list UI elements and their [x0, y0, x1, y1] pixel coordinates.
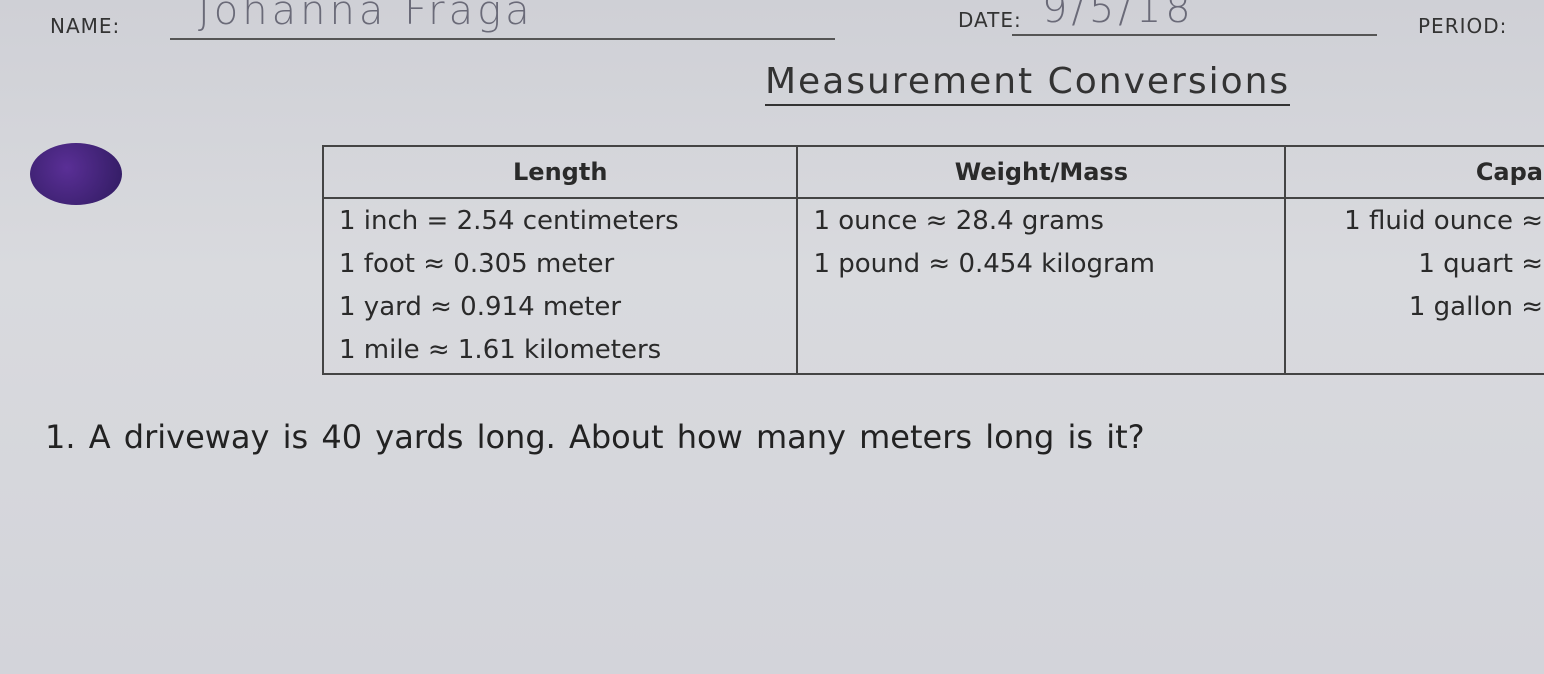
- page-title: Measurement Conversions: [765, 62, 1291, 106]
- date-label: DATE:: [958, 8, 1022, 32]
- period-label: PERIOD:: [1418, 14, 1508, 38]
- capacity-row: 1 fluid ounce ≈: [1344, 206, 1543, 236]
- length-row: 1 mile ≈ 1.61 kilometers: [339, 335, 662, 365]
- weight-cell: 1 ounce ≈ 28.4 grams 1 pound ≈ 0.454 kil…: [796, 197, 1287, 375]
- date-value: 9/5/18: [1042, 0, 1195, 32]
- weight-row: 1 pound ≈ 0.454 kilogram: [813, 249, 1156, 279]
- name-label: NAME:: [50, 14, 121, 38]
- conversion-table: Length Weight/Mass Capa 1 inch = 2.54 ce…: [321, 145, 1544, 375]
- length-row: 1 foot ≈ 0.305 meter: [339, 249, 615, 279]
- column-header-capacity: Capa: [1284, 145, 1544, 199]
- column-header-length: Length: [321, 145, 799, 199]
- date-field[interactable]: 9/5/18: [1012, 0, 1377, 36]
- hole-punch-dot: [30, 143, 122, 205]
- name-value: Johanna Fraga: [198, 0, 534, 34]
- name-field[interactable]: Johanna Fraga: [170, 0, 835, 40]
- weight-row: 1 ounce ≈ 28.4 grams: [813, 206, 1104, 236]
- length-row: 1 inch = 2.54 centimeters: [339, 206, 679, 236]
- column-header-weight: Weight/Mass: [796, 145, 1287, 199]
- question-1: 1. A driveway is 40 yards long. About ho…: [45, 418, 1145, 456]
- capacity-cell: 1 fluid ounce ≈ 1 quart ≈ 1 gallon ≈: [1284, 197, 1544, 375]
- capacity-row: 1 quart ≈: [1418, 249, 1543, 279]
- length-row: 1 yard ≈ 0.914 meter: [339, 292, 622, 322]
- capacity-row: 1 gallon ≈: [1408, 292, 1543, 322]
- length-cell: 1 inch = 2.54 centimeters 1 foot ≈ 0.305…: [321, 197, 799, 375]
